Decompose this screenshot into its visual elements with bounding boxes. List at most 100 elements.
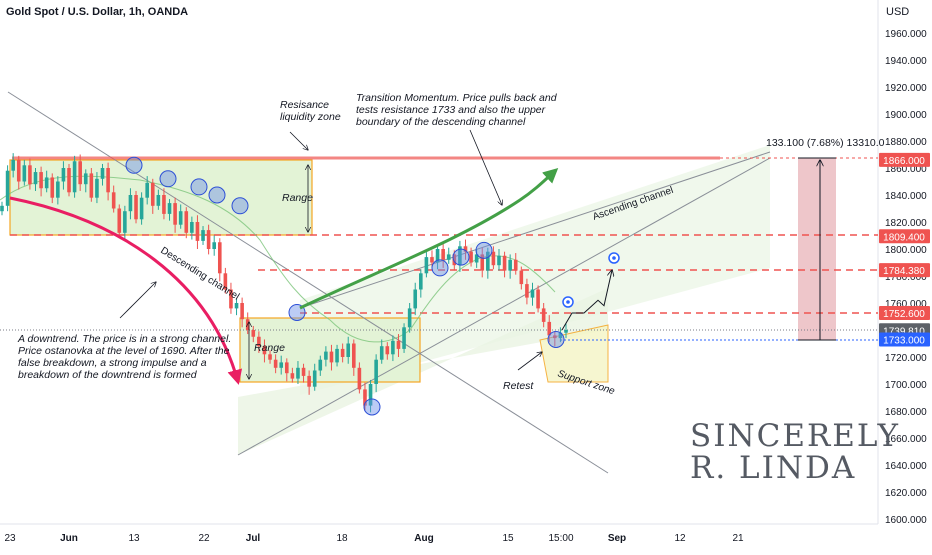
downtrend-arrow[interactable] xyxy=(9,196,243,385)
candle-body xyxy=(72,161,77,193)
measure-label: 133.100 (7.68%) 13310.0 xyxy=(766,137,885,149)
y-tick-label: 1940.000 xyxy=(885,56,927,67)
candle-body xyxy=(273,359,278,368)
candle-body xyxy=(61,168,66,182)
candle-body xyxy=(363,389,367,406)
candle-body xyxy=(100,168,105,179)
candle-body xyxy=(262,346,267,355)
candle-body xyxy=(391,340,395,355)
touch-marker[interactable] xyxy=(363,398,381,416)
candle-body xyxy=(324,351,328,360)
y-tick-label: 1620.000 xyxy=(885,488,927,499)
momentum-arrow[interactable] xyxy=(299,167,559,310)
retest-label: Retest xyxy=(503,380,534,392)
price-tag-1752.600[interactable] xyxy=(879,305,930,320)
y-tick-label: 1960.000 xyxy=(885,29,927,40)
ascending-channel-upper-line[interactable] xyxy=(299,151,771,309)
touch-marker[interactable] xyxy=(159,170,177,188)
candle-body xyxy=(251,330,256,337)
signature: SINCERELY R. LINDA xyxy=(690,418,900,486)
price-tag-label: 1784.380 xyxy=(883,266,925,277)
y-tick-label: 1660.000 xyxy=(885,434,927,445)
candle-body xyxy=(22,165,27,182)
candle-body xyxy=(307,375,311,387)
resistance-range-box[interactable] xyxy=(9,159,313,236)
candle-body xyxy=(150,182,155,206)
x-tick-label: 22 xyxy=(198,533,210,544)
touch-marker[interactable] xyxy=(231,197,249,215)
signature-line-1: SINCERELY xyxy=(690,418,900,454)
x-tick-label: 15 xyxy=(502,533,514,544)
price-tag-label: 1809.400 xyxy=(883,232,925,243)
candle-body xyxy=(223,273,228,290)
candle-body xyxy=(480,254,485,271)
descending-channel-upper-line[interactable] xyxy=(7,91,609,474)
candle-body xyxy=(564,330,568,333)
candle-body xyxy=(502,255,507,271)
touch-marker[interactable] xyxy=(452,248,470,266)
touch-marker[interactable] xyxy=(475,241,493,259)
price-tag-1733.000[interactable] xyxy=(879,332,930,347)
touch-marker[interactable] xyxy=(208,186,226,204)
touch-marker[interactable] xyxy=(190,178,208,196)
target-icon-2[interactable] xyxy=(608,252,620,264)
x-tick-label: 12 xyxy=(674,533,686,544)
candle-body xyxy=(257,336,261,347)
y-tick-label: 1800.000 xyxy=(885,245,927,256)
x-tick-label: 21 xyxy=(732,533,744,544)
candle-body xyxy=(301,367,306,376)
candle-body xyxy=(441,249,445,260)
candle-body xyxy=(385,346,390,355)
moving-average-line xyxy=(0,175,556,343)
candle-body xyxy=(156,195,161,206)
candle-body xyxy=(458,246,462,266)
y-tick-label: 1920.000 xyxy=(885,83,927,94)
candle-body xyxy=(123,211,127,233)
price-tag-1784.380[interactable] xyxy=(879,263,930,278)
x-tick-label: Sep xyxy=(608,533,626,544)
price-tag-label: 1733.000 xyxy=(883,335,925,346)
candle-body xyxy=(290,373,295,379)
candle-body xyxy=(446,254,451,260)
candle-body xyxy=(312,370,317,387)
candle-body xyxy=(396,340,401,349)
price-tag-1809.400[interactable] xyxy=(879,229,930,244)
candle-body xyxy=(0,205,4,212)
candle-body xyxy=(145,182,149,198)
candle-body xyxy=(497,255,501,266)
measure-box[interactable] xyxy=(798,158,836,340)
candle-body xyxy=(346,343,351,357)
candle-body xyxy=(139,197,144,220)
x-axis: 23 Jun 13 22 Jul 18 Aug 15 15:00 Sep 12 21 xyxy=(4,533,744,544)
candle-body xyxy=(553,335,557,339)
candle-body xyxy=(234,303,239,309)
candle-body xyxy=(39,172,43,189)
y-tick-label: 1680.000 xyxy=(885,407,927,418)
touch-marker[interactable] xyxy=(431,259,449,277)
candle-body xyxy=(368,384,373,406)
target-icon-1[interactable] xyxy=(562,296,574,308)
candle-body xyxy=(201,230,205,241)
touch-marker[interactable] xyxy=(125,156,143,174)
price-tag-label: 1752.600 xyxy=(883,309,925,320)
downtrend-note: A downtrend. The price is in a strong ch… xyxy=(17,333,231,381)
range-top-label: Range xyxy=(282,192,313,204)
range-bottom-label: Range xyxy=(254,342,285,354)
retest-note-arrow xyxy=(517,352,542,371)
candle-body xyxy=(134,195,138,220)
candle-body xyxy=(536,289,540,309)
candle-body xyxy=(513,259,518,271)
candle-body xyxy=(28,165,32,185)
candle-body xyxy=(162,195,166,214)
ascending-channel-lower-line[interactable] xyxy=(237,157,771,456)
bottom-range-box[interactable] xyxy=(239,317,421,383)
candle-body xyxy=(173,203,177,225)
projection-path[interactable] xyxy=(561,270,612,331)
touch-marker[interactable] xyxy=(547,330,565,348)
price-tag-1866.000[interactable] xyxy=(879,152,930,167)
candle-body xyxy=(318,359,323,371)
x-tick-label: 15:00 xyxy=(548,533,573,544)
candle-body xyxy=(435,249,440,263)
